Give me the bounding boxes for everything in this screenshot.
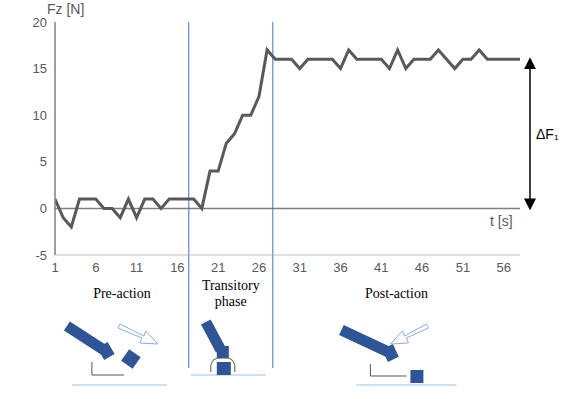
svg-text:Post-action: Post-action: [365, 286, 428, 301]
svg-text:0: 0: [40, 201, 47, 216]
svg-text:56: 56: [496, 260, 510, 275]
svg-text:5: 5: [40, 154, 47, 169]
svg-text:26: 26: [252, 260, 266, 275]
svg-text:51: 51: [456, 260, 470, 275]
svg-text:20: 20: [33, 15, 47, 30]
svg-text:11: 11: [130, 260, 144, 275]
svg-text:1: 1: [51, 260, 58, 275]
svg-text:36: 36: [333, 260, 347, 275]
svg-text:Fz [N]: Fz [N]: [47, 1, 84, 17]
svg-text:10: 10: [33, 108, 47, 123]
svg-text:46: 46: [415, 260, 429, 275]
svg-text:-5: -5: [35, 248, 47, 263]
svg-text:31: 31: [293, 260, 307, 275]
svg-text:Transitoryphase: Transitoryphase: [202, 278, 260, 309]
svg-text:21: 21: [211, 260, 225, 275]
svg-text:16: 16: [170, 260, 184, 275]
svg-text:15: 15: [33, 61, 47, 76]
svg-text:6: 6: [92, 260, 99, 275]
svg-text:Pre-action: Pre-action: [93, 286, 151, 301]
svg-text:ΔF₁: ΔF₁: [536, 126, 559, 142]
svg-text:t [s]: t [s]: [490, 213, 513, 229]
svg-text:41: 41: [374, 260, 388, 275]
